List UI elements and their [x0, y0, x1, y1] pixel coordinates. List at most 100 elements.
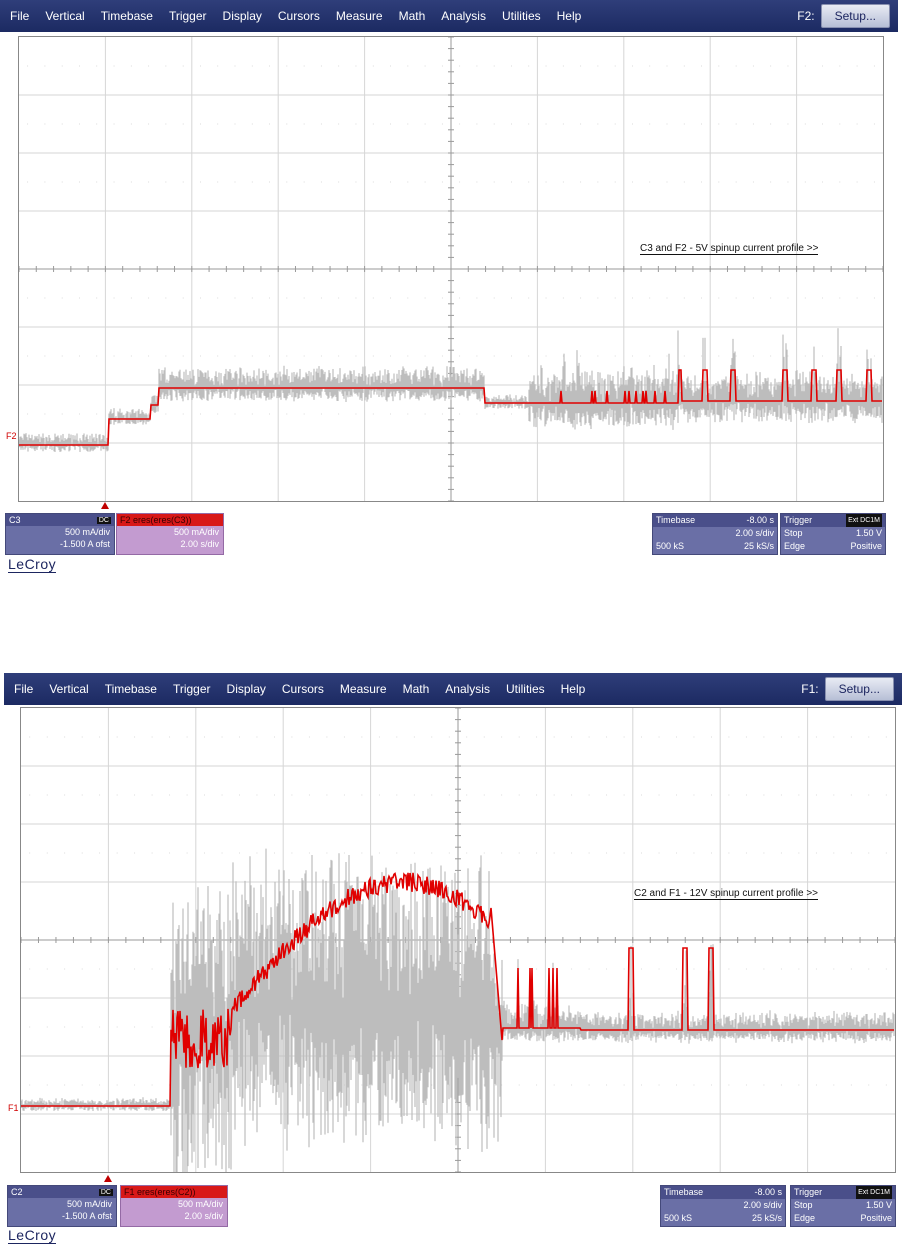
grid-dot: [763, 736, 765, 738]
menu-trigger[interactable]: Trigger: [168, 9, 207, 23]
trace-marker-label: F1: [8, 1103, 19, 1113]
trigger-descriptor[interactable]: Trigger Ext DC1M Stop 1.50 V Edge Positi…: [780, 513, 886, 555]
grid-dot: [269, 355, 271, 357]
grid-dot: [804, 65, 806, 67]
menu-timebase[interactable]: Timebase: [104, 682, 157, 696]
grid-dot: [96, 181, 98, 183]
grid-dot: [221, 852, 223, 854]
waveform-grid[interactable]: [18, 36, 884, 502]
menu-analysis[interactable]: Analysis: [441, 9, 486, 23]
trigger-mode: Stop: [794, 1200, 813, 1210]
grid-dot: [459, 65, 461, 67]
grid-dot: [431, 852, 433, 854]
grid-dot: [99, 852, 101, 854]
timebase-rate: 25 kS/s: [743, 541, 774, 551]
grid-dot: [728, 1084, 730, 1086]
grid-dot: [113, 181, 115, 183]
grid-dot: [666, 65, 668, 67]
menu-math[interactable]: Math: [402, 682, 430, 696]
filtered-trace: [21, 872, 894, 1107]
grid-dot: [614, 65, 616, 67]
menu-timebase[interactable]: Timebase: [100, 9, 153, 23]
trigger-position-icon: [101, 502, 109, 509]
math-descriptor[interactable]: F2 eres(eres(C3)) 500 mA/div 2.00 s/div: [116, 513, 224, 555]
menu-display[interactable]: Display: [222, 9, 262, 23]
grid-dot: [372, 355, 374, 357]
menu-analysis[interactable]: Analysis: [445, 682, 490, 696]
waveform-grid[interactable]: [20, 707, 896, 1173]
math-descriptor[interactable]: F1 eres(eres(C2)) 500 mA/div 2.00 s/div: [120, 1185, 228, 1227]
grid-dot: [407, 181, 409, 183]
grid-dot: [718, 181, 720, 183]
setup-button[interactable]: Setup...: [820, 4, 890, 28]
grid-dot: [61, 297, 63, 299]
menu-utilities[interactable]: Utilities: [505, 682, 545, 696]
grid-dot: [693, 852, 695, 854]
grid-dot: [493, 413, 495, 415]
menu-trigger[interactable]: Trigger: [172, 682, 211, 696]
channel-descriptor[interactable]: C2 DC 500 mA/div -1.500 A ofst: [7, 1185, 117, 1227]
menu-vertical[interactable]: Vertical: [49, 682, 89, 696]
grid-dot: [81, 852, 83, 854]
grid-dot: [833, 794, 835, 796]
grid-dot: [483, 794, 485, 796]
menu-measure[interactable]: Measure: [339, 682, 387, 696]
menu-cursors[interactable]: Cursors: [277, 9, 320, 23]
grid-dot: [868, 1084, 870, 1086]
grid-dot: [676, 968, 677, 970]
menu-cursors[interactable]: Cursors: [281, 682, 324, 696]
menu-utilities[interactable]: Utilities: [501, 9, 541, 23]
grid-dot: [169, 968, 171, 970]
grid-dot: [424, 297, 426, 299]
grid-dot: [614, 355, 616, 357]
grid-dot: [96, 355, 98, 357]
trigger-label: Trigger: [784, 515, 813, 525]
grid-dot: [217, 123, 219, 125]
grid-dot: [148, 65, 150, 67]
grid-dot: [623, 736, 625, 738]
grid-dot: [407, 297, 409, 299]
grid-dot: [151, 852, 153, 854]
grid-dot: [815, 852, 817, 854]
setup-button[interactable]: Setup...: [824, 677, 894, 701]
grid-dot: [99, 794, 101, 796]
menu-help[interactable]: Help: [556, 9, 582, 23]
grid-dot: [833, 968, 835, 970]
grid-dot: [606, 794, 608, 796]
menu-help[interactable]: Help: [560, 682, 586, 696]
trigger-source-badge: Ext DC1M: [846, 514, 882, 527]
grid-dot: [361, 1084, 363, 1086]
waveform-display: [19, 37, 883, 501]
grid-dot: [528, 123, 530, 125]
grid-dot: [822, 297, 824, 299]
menu-vertical[interactable]: Vertical: [45, 9, 85, 23]
grid-dot: [134, 794, 136, 796]
grid-dot: [606, 1084, 608, 1086]
grid-dot: [597, 65, 599, 67]
grid-dot: [780, 852, 782, 854]
grid-dot: [424, 65, 426, 67]
menu-measure[interactable]: Measure: [335, 9, 383, 23]
menu-file[interactable]: File: [10, 9, 30, 23]
menu-display[interactable]: Display: [226, 682, 266, 696]
grid-dot: [666, 413, 668, 415]
grid-dot: [676, 794, 677, 796]
grid-dot: [61, 123, 63, 125]
timebase-descriptor[interactable]: Timebase -8.00 s 2.00 s/div 500 kS 25 kS…: [652, 513, 778, 555]
timebase-descriptor[interactable]: Timebase -8.00 s 2.00 s/div 500 kS 25 kS…: [660, 1185, 786, 1227]
menu-file[interactable]: File: [14, 682, 34, 696]
menu-math[interactable]: Math: [398, 9, 426, 23]
grid-dot: [798, 968, 800, 970]
grid-dot: [413, 794, 415, 796]
grid-dot: [355, 297, 357, 299]
timebase-samples: 500 kS: [664, 1213, 693, 1223]
channel-descriptor[interactable]: C3 DC 500 mA/div -1.500 A ofst: [5, 513, 115, 555]
grid-dot: [372, 181, 374, 183]
grid-dot: [182, 355, 184, 357]
grid-dot: [46, 1026, 48, 1028]
trigger-descriptor[interactable]: Trigger Ext DC1M Stop 1.50 V Edge Positi…: [790, 1185, 896, 1227]
grid-dot: [597, 123, 599, 125]
grid-dot: [199, 297, 201, 299]
grid-dot: [763, 1084, 765, 1086]
grid-dot: [130, 65, 132, 67]
